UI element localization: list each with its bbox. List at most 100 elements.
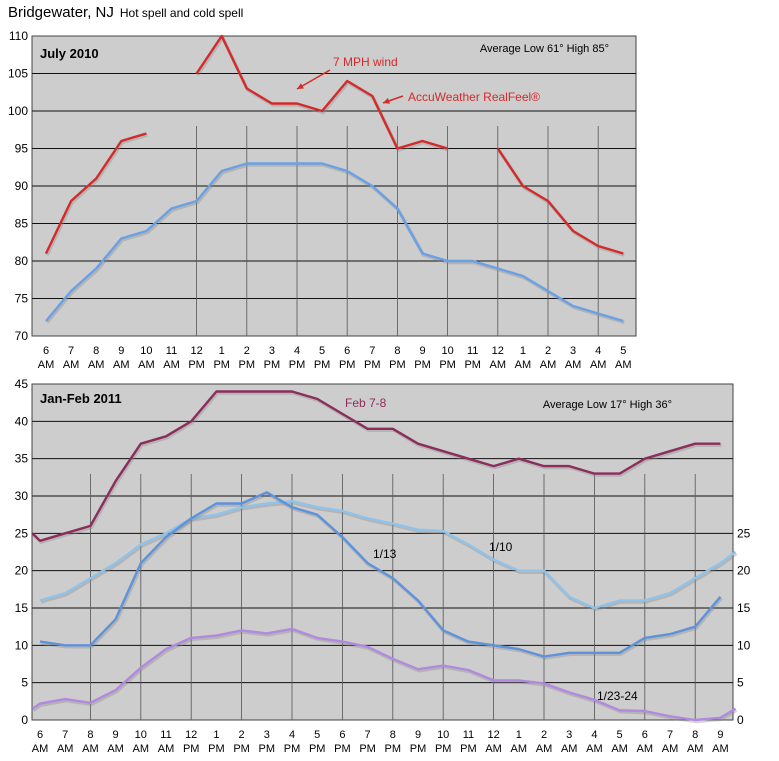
x-tick-label: 8 AM (687, 729, 704, 755)
x-tick-label: 9 AM (107, 729, 124, 755)
x-tick-label: 7 PM (364, 345, 381, 371)
y-tick-label-right: 20 (737, 564, 751, 578)
x-tick-label: 12 AM (490, 345, 507, 371)
series-line (45, 162, 624, 323)
x-tick-label: 9 AM (712, 729, 729, 755)
series-line (31, 627, 737, 722)
series-line (44, 132, 147, 255)
y-tick-label-right: 10 (737, 638, 751, 652)
x-tick-label: 9 AM (113, 345, 130, 371)
x-tick-label: 4 AM (590, 345, 607, 371)
y-tick-label-right: 15 (737, 601, 751, 615)
x-tick-label: 7 PM (359, 729, 376, 755)
y-tick-label: 45 (15, 377, 29, 391)
x-tick-label: 6 AM (32, 729, 49, 755)
x-tick-label: 11 AM (158, 729, 175, 755)
x-tick-label: 12 PM (183, 729, 200, 755)
y-tick-label: 5 (21, 676, 28, 690)
y-tick-label: 30 (15, 489, 29, 503)
annotation-label: 1/23-24 (597, 689, 638, 703)
x-tick-label: 5 PM (314, 345, 331, 371)
series-line (195, 34, 448, 150)
annotation-arrowhead (297, 83, 304, 89)
series-line (31, 390, 721, 542)
y-tick-label-right: 5 (737, 676, 744, 690)
stats-label: Average Low 17° High 36° (543, 399, 672, 411)
annotation-label: Feb 7-8 (345, 396, 387, 410)
stats-label: Average Low 61° High 85° (480, 43, 609, 55)
annotation-label: AccuWeather RealFeel® (408, 90, 540, 104)
x-tick-label: 3 PM (264, 345, 281, 371)
series-line-shadow (45, 133, 148, 256)
x-tick-label: 6 AM (637, 729, 654, 755)
x-tick-label: 7 AM (63, 345, 80, 371)
x-tick-label: 8 AM (82, 729, 99, 755)
x-tick-label: 3 PM (259, 729, 276, 755)
x-tick-label: 3 AM (565, 345, 582, 371)
x-tick-label: 2 PM (233, 729, 250, 755)
y-tick-label: 75 (15, 292, 29, 306)
x-tick-label: 1 PM (208, 729, 225, 755)
y-tick-label: 90 (15, 179, 29, 193)
panel-label: July 2010 (40, 46, 99, 61)
annotation-label: 1/10 (489, 540, 513, 554)
x-tick-label: 4 PM (289, 345, 306, 371)
x-tick-label: 9 PM (414, 345, 431, 371)
y-tick-label: 35 (15, 452, 29, 466)
x-tick-label: 5 PM (309, 729, 326, 755)
page-title: Bridgewater, NJ Hot spell and cold spell (8, 4, 243, 22)
x-tick-label: 11 AM (163, 345, 180, 371)
annotation-arrowhead (383, 98, 390, 104)
chart-july-2010: 70 75 80 85 90 95 100 105 110 6 AM 7 AM 8 AM 9 AM 10 AM 11 A… (8, 29, 637, 371)
x-tick-label: 5 AM (611, 729, 628, 755)
x-tick-label: 12 AM (485, 729, 502, 755)
chart-jan-feb-2011: 0 5 10 15 20 25 30 35 40 45 0 5 10 15 20 25 6 AM 7 AM 8 AM 9 AM… (15, 377, 751, 755)
y-tick-label: 95 (15, 142, 29, 156)
x-tick-label: 4 AM (586, 729, 603, 755)
x-tick-label: 10 PM (435, 729, 452, 755)
x-tick-label: 2 AM (540, 345, 557, 371)
annotation-arrow (296, 69, 331, 90)
annotation-label: 1/13 (373, 547, 397, 561)
series-line (496, 147, 624, 255)
y-tick-label: 85 (15, 217, 29, 231)
x-tick-label: 7 AM (57, 729, 74, 755)
x-tick-label: 10 PM (439, 345, 456, 371)
series-line (39, 491, 722, 658)
y-tick-label: 25 (15, 526, 29, 540)
y-tick-label: 110 (9, 29, 28, 43)
x-tick-label: 8 PM (385, 729, 402, 755)
x-tick-label: 11 PM (464, 345, 481, 371)
x-tick-label: 6 PM (339, 345, 356, 371)
y-tick-label: 70 (15, 329, 29, 343)
y-tick-label-right: 25 (737, 526, 751, 540)
x-tick-label: 2 AM (536, 729, 553, 755)
page-subtitle: Hot spell and cold spell (119, 6, 244, 20)
y-tick-label: 40 (15, 414, 29, 428)
x-tick-label: 8 PM (389, 345, 406, 371)
x-tick-label: 12 PM (188, 345, 205, 371)
x-tick-label: 6 AM (38, 345, 55, 371)
y-tick-label: 10 (15, 638, 29, 652)
y-tick-label-right: 0 (737, 713, 744, 727)
x-tick-label: 9 PM (410, 729, 427, 755)
y-tick-label: 15 (15, 601, 29, 615)
y-tick-label: 0 (21, 713, 28, 727)
series-line-shadow (40, 500, 738, 612)
series-line (39, 500, 737, 610)
plot-area (31, 383, 734, 721)
y-tick-label: 80 (15, 254, 29, 268)
x-tick-label: 2 PM (239, 345, 256, 371)
x-tick-label: 10 AM (138, 345, 155, 371)
panel-label: Jan-Feb 2011 (40, 391, 122, 406)
x-tick-label: 7 AM (662, 729, 679, 755)
y-tick-label: 105 (8, 67, 28, 81)
x-tick-label: 1 AM (511, 729, 528, 755)
x-tick-label: 8 AM (88, 345, 105, 371)
x-tick-label: 5 AM (615, 345, 632, 371)
x-tick-label: 1 PM (213, 345, 230, 371)
x-tick-label: 1 AM (515, 345, 532, 371)
x-tick-label: 10 AM (133, 729, 150, 755)
x-tick-label: 3 AM (561, 729, 578, 755)
